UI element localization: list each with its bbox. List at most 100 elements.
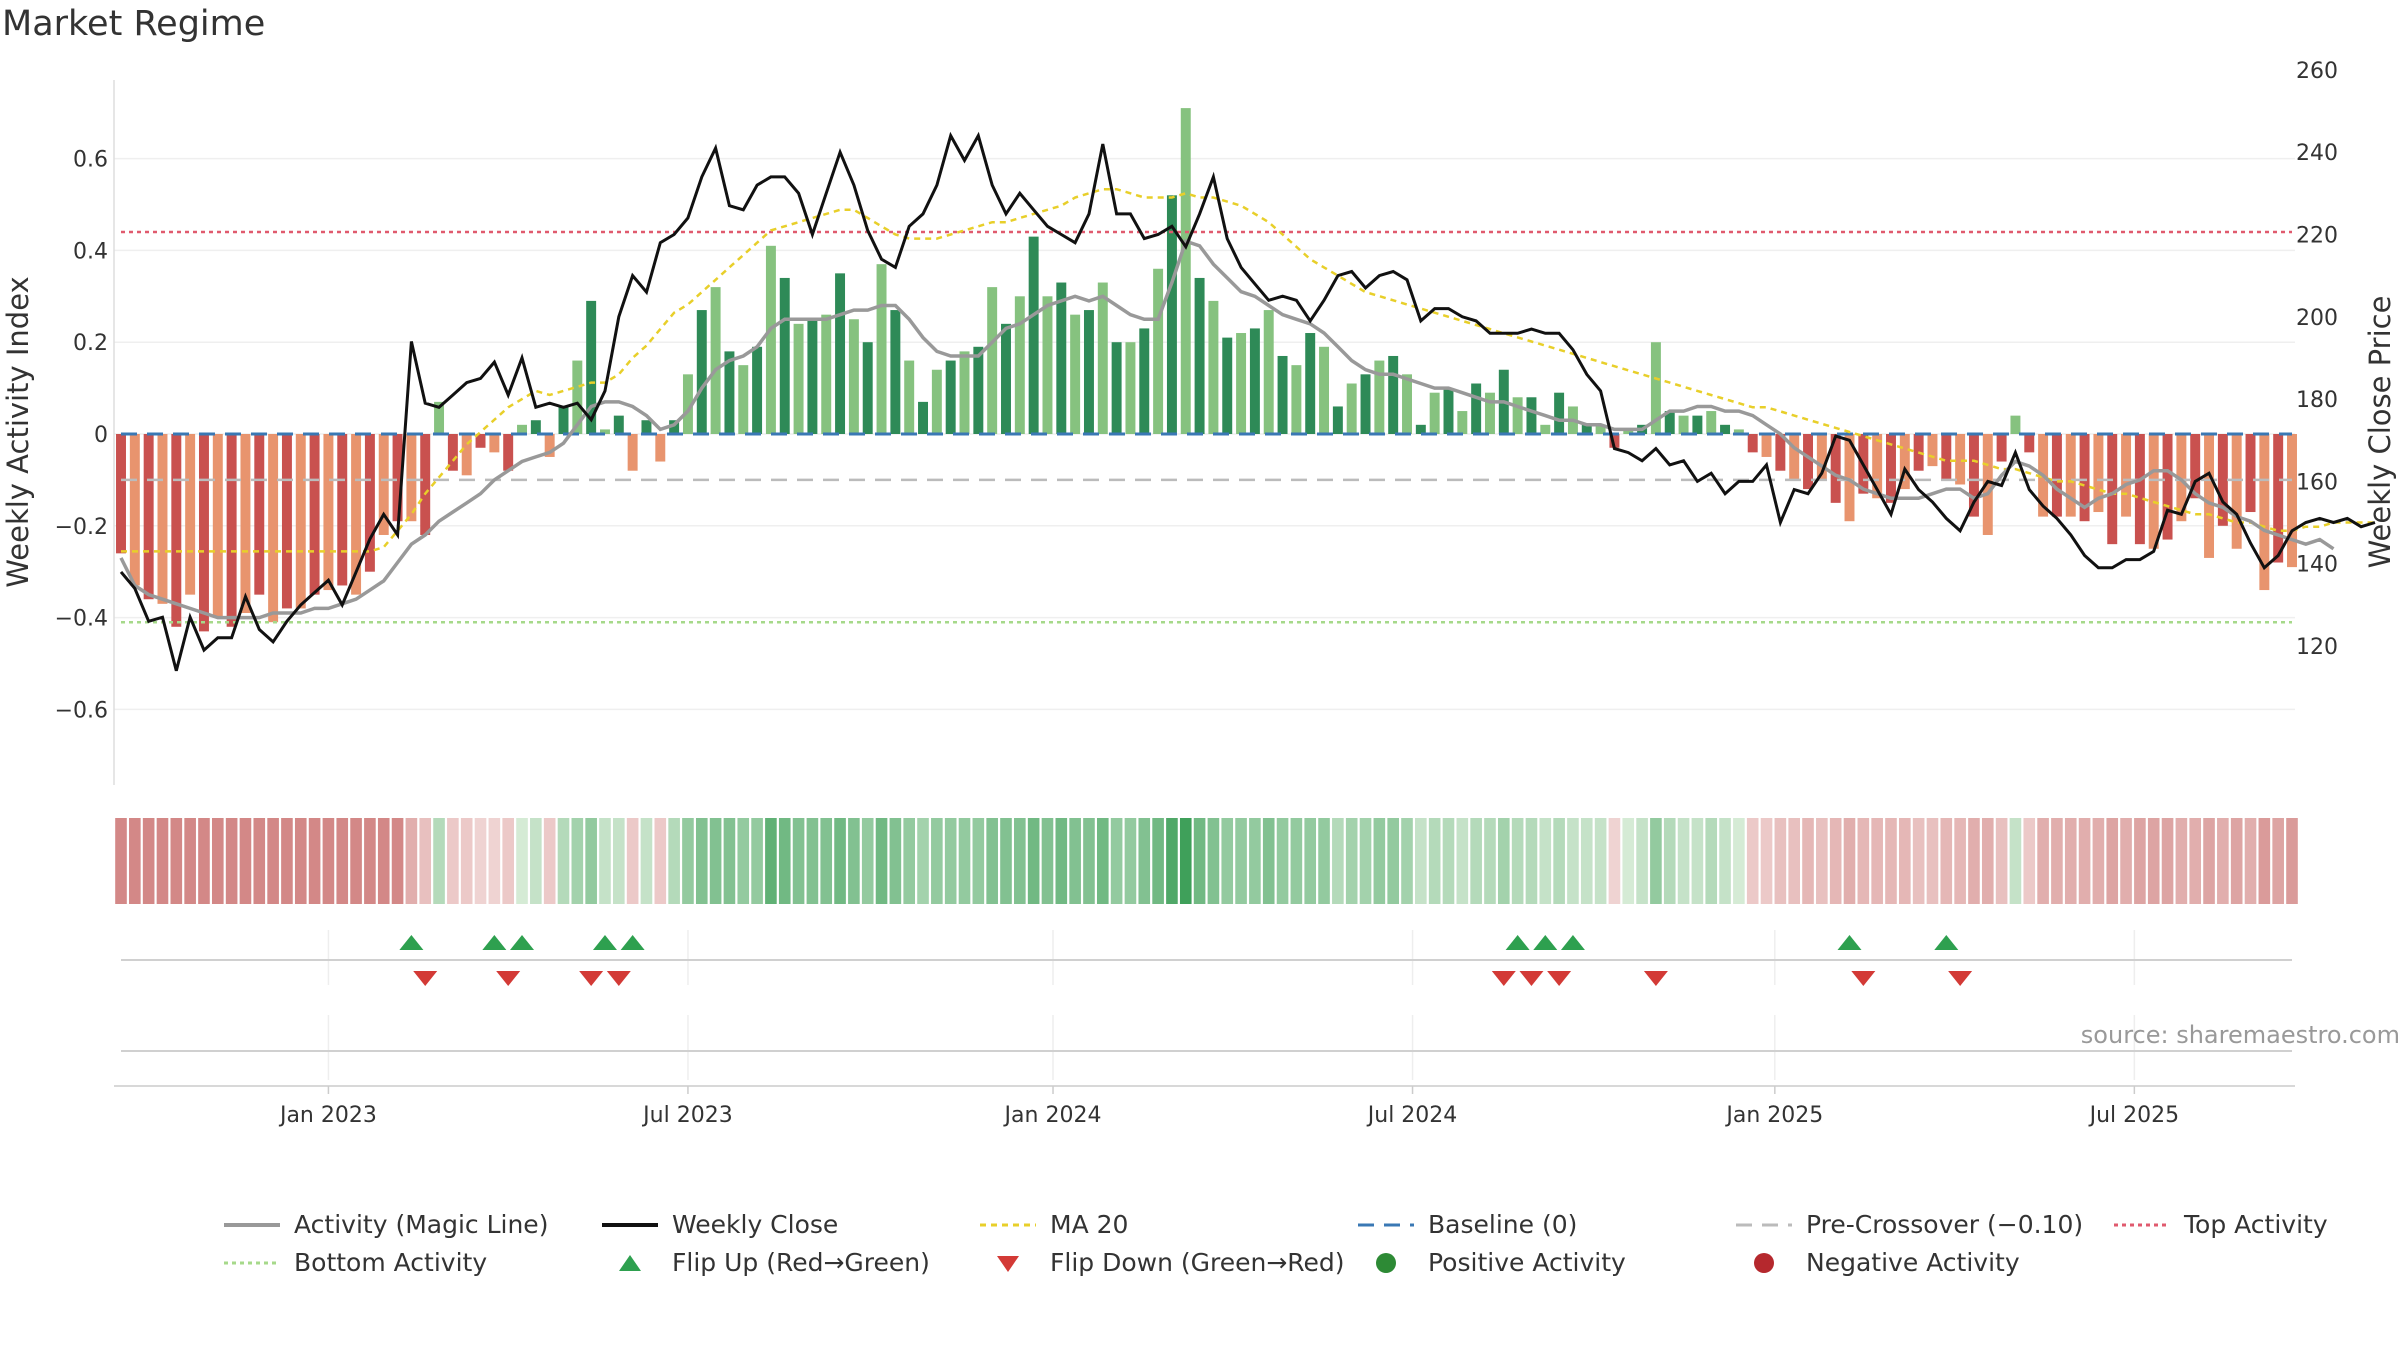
activity-bar [226,434,237,627]
regime-cell [1290,818,1303,904]
regime-cell [1083,818,1095,904]
chart-title: Market Regime [2,4,266,44]
flip-up-marker [1560,935,1585,950]
activity-bar [876,264,887,434]
flip-up-marker [1533,935,1558,950]
regime-cell [613,818,625,904]
regime-cell [1940,818,1953,904]
activity-bar [807,319,818,434]
ma20-line [121,187,2375,553]
magic-line [119,238,2335,620]
activity-bar [198,434,209,632]
activity-bar [420,434,431,535]
regime-cell [986,818,998,904]
regime-cell [1110,818,1123,904]
activity-bar [779,277,790,434]
activity-bar [337,434,348,586]
activity-bar [240,434,251,614]
activity-bar [2024,434,2035,453]
regime-cell [1166,818,1178,904]
activity-bar [2093,434,2104,513]
activity-bar [1540,424,1551,434]
activity-bar [1720,424,1731,434]
right-y-tick-label: 260 [2296,59,2338,84]
regime-cell [267,818,279,904]
flip-down-marker [1519,971,1544,986]
activity-bar [1692,415,1703,434]
flip-up-marker [1934,935,1959,950]
regime-cell [2189,818,2202,904]
activity-bar [1955,434,1966,485]
regime-cell [253,818,266,904]
regime-cell [543,818,556,904]
legend-flip-down: Flip Down (Green→Red) [978,1248,1345,1277]
activity-bar [1070,314,1081,434]
right-y-tick-label: 220 [2296,224,2338,249]
flip-up-marker [1837,935,1862,950]
regime-cell [1981,818,1994,904]
regime-cell [1511,818,1524,904]
regime-cell [1843,818,1856,904]
regime-cell [2092,818,2105,904]
activity-bar [1595,424,1606,434]
regime-cell [488,818,501,904]
activity-bar [1609,434,1620,448]
regime-cell [917,818,929,904]
regime-cell [2106,818,2119,904]
regime-cell [944,818,957,904]
regime-cell [1124,818,1137,904]
activity-bar [212,434,223,618]
left-axis-label: Weekly Activity Index [1,276,35,587]
activity-bar [1733,429,1744,434]
regime-cell [571,818,584,904]
regime-cell [1497,818,1510,904]
regime-cell [1622,818,1635,904]
regime-cell [1788,818,1800,904]
regime-cell [599,818,611,904]
activity-bar [2121,434,2132,517]
flip-up-marker [620,935,645,950]
activity-bar [1830,434,1841,503]
regime-cell [2064,818,2077,904]
activity-bar [1484,392,1495,434]
activity-bar [1222,337,1233,434]
regime-cell [972,818,985,904]
regime-cell [530,818,542,904]
regime-cell [640,818,653,904]
regime-cell [2258,818,2271,904]
activity-bar [586,300,597,434]
activity-bar [1706,411,1717,434]
regime-cell [557,818,570,904]
activity-bar [281,434,292,609]
regime-cell [1428,818,1441,904]
flip-up-marker [482,935,507,950]
regime-cell [806,818,819,904]
regime-cell [1318,818,1330,904]
activity-bar [157,434,168,604]
regime-cell [474,818,487,904]
regime-cell [2161,818,2174,904]
activity-bar [503,434,514,471]
activity-bar [1886,434,1896,503]
activity-bar [295,434,306,609]
activity-bar [1028,236,1039,434]
regime-cell [1636,818,1648,904]
activity-bar [862,342,873,434]
activity-bar [696,310,707,434]
activity-bar [1415,424,1426,434]
activity-bar [1402,374,1412,434]
flip-markers [121,935,2292,1052]
activity-bar [1968,434,1979,517]
activity-bar [2148,434,2159,549]
regime-cell [695,818,708,904]
regime-cell [308,818,321,904]
activity-bar [1747,434,1758,453]
activity-bar [2051,434,2062,517]
activity-bar [682,374,693,434]
flip-up-marker [592,935,617,950]
regime-cell [1041,818,1054,904]
regime-cell [1968,818,1980,904]
regime-cell [861,818,874,904]
regime-cell [723,818,736,904]
regime-cell [765,818,777,904]
